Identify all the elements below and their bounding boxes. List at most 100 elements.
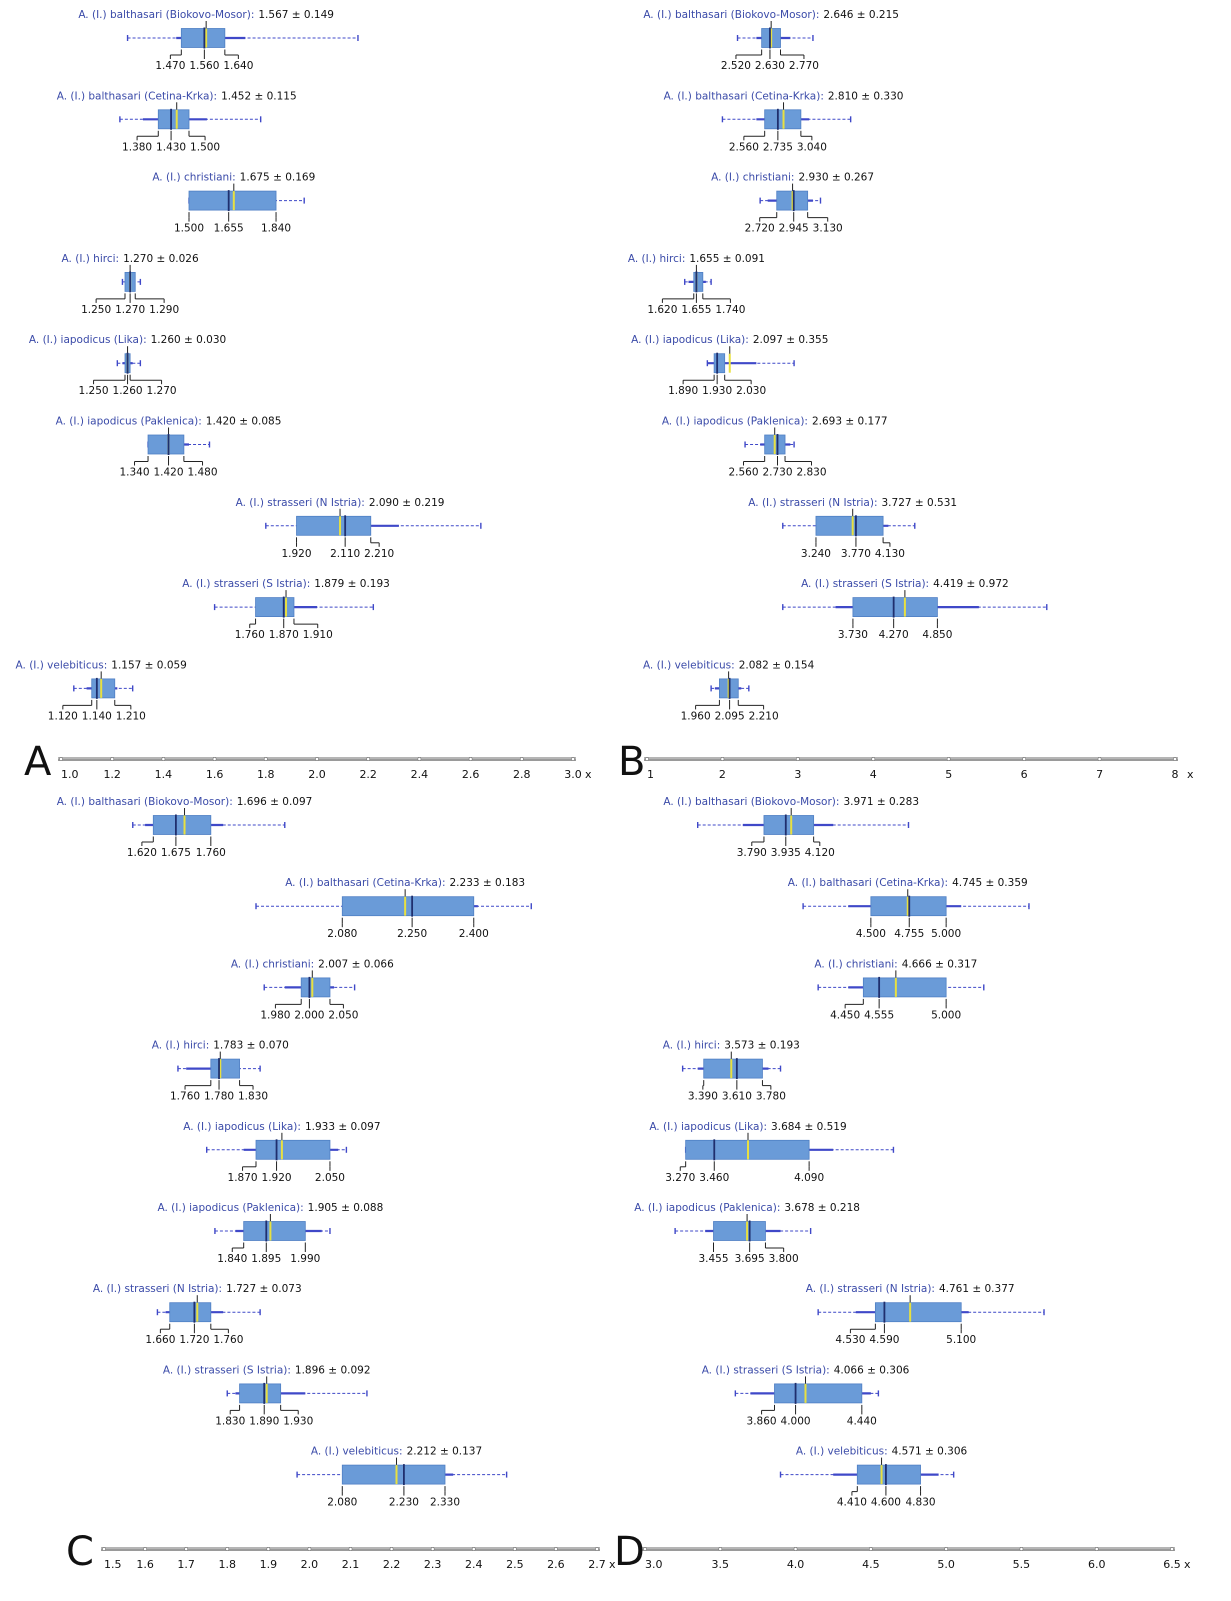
quartile-value: 1.120 [48, 710, 78, 722]
quartile-value: 3.390 [688, 1091, 718, 1103]
series-stat: 3.684 ± 0.519 [771, 1121, 847, 1133]
series-label: A. (I.) hirci: 1.783 ± 0.070 [152, 1040, 289, 1052]
iqr-box [341, 1464, 446, 1485]
tick-mark [795, 757, 800, 761]
panel-letter: C [66, 1529, 94, 1575]
quartile-value: 1.620 [647, 304, 677, 316]
quartile-label: 1.620 [127, 836, 157, 859]
series-stat: 2.082 ± 0.154 [739, 659, 815, 671]
tick-label: 1.7 [177, 1558, 195, 1571]
quartile-label: 4.450 [830, 998, 864, 1021]
iqr-box [703, 1058, 763, 1079]
series-stat: 2.090 ± 0.219 [369, 497, 445, 509]
tick-label: 5.0 [937, 1558, 955, 1571]
tick-mark [389, 1547, 394, 1551]
series-row: A. (I.) iapodicus (Paklenica): 2.693 ± 0.… [662, 416, 888, 479]
series-label: A. (I.) iapodicus (Paklenica): 2.693 ± 0.… [662, 416, 888, 428]
tick-label: 1.5 [104, 1558, 122, 1571]
quartile-label: 1.470 [155, 49, 185, 72]
quartile-label: 1.675 [161, 836, 191, 859]
series-name: A. (I.) velebiticus: [796, 1446, 888, 1458]
quartile-label: 1.870 [228, 1161, 258, 1184]
quartile-label: 3.240 [801, 537, 831, 560]
quartile-label: 3.790 [737, 836, 767, 859]
axis-label: x [609, 1558, 616, 1571]
quartile-label: 4.600 [871, 1486, 901, 1509]
quartile-value: 2.720 [745, 223, 775, 235]
series-name: A. (I.) balthasari (Biokovo-Mosor): [663, 796, 839, 808]
quartile-label: 2.210 [364, 537, 394, 560]
quartile-value: 1.840 [261, 223, 291, 235]
quartile-value: 5.100 [946, 1334, 976, 1346]
quartile-value: 1.990 [290, 1253, 320, 1265]
tick-label: 6 [1021, 768, 1028, 781]
series-label: A. (I.) iapodicus (Lika): 1.260 ± 0.030 [29, 334, 226, 346]
series-name: A. (I.) hirci: [663, 1040, 721, 1052]
quartile-label: 1.560 [189, 49, 219, 72]
series-row: A. (I.) iapodicus (Paklenica): 1.420 ± 0.… [56, 416, 282, 479]
iqr-box [693, 271, 704, 292]
iqr-box [341, 896, 475, 917]
quartile-value: 2.210 [364, 548, 394, 560]
quartile-label: 2.520 [721, 49, 763, 72]
tick-mark [1022, 757, 1027, 761]
tick-mark [212, 757, 217, 761]
iqr-box [239, 1383, 282, 1404]
series-label: A. (I.) strasseri (N Istria): 4.761 ± 0.3… [806, 1283, 1015, 1295]
series-stat: 1.696 ± 0.097 [237, 796, 313, 808]
quartile-label: 2.560 [728, 456, 766, 479]
series-stat: 1.727 ± 0.073 [226, 1283, 302, 1295]
quartile-label: 3.860 [747, 1404, 777, 1427]
quartile-value: 2.330 [430, 1497, 460, 1509]
series-stat: 2.693 ± 0.177 [812, 416, 888, 428]
quartile-value: 3.610 [722, 1091, 752, 1103]
series-name: A. (I.) hirci: [628, 253, 686, 265]
series-stat: 2.810 ± 0.330 [828, 90, 904, 102]
quartile-label: 2.945 [779, 212, 809, 235]
tick-mark [263, 757, 268, 761]
quartile-value: 5.000 [931, 928, 961, 940]
quartile-label: 1.740 [702, 293, 745, 316]
series-name: A. (I.) iapodicus (Lika): [183, 1121, 301, 1133]
series-row: A. (I.) strasseri (N Istria): 4.761 ± 0.3… [806, 1283, 1045, 1346]
iqr-box [180, 28, 226, 48]
tick-mark [645, 757, 649, 761]
series-row: A. (I.) velebiticus: 1.157 ± 0.059 1.120 1.… [16, 659, 187, 722]
quartile-value: 1.500 [190, 141, 220, 153]
quartile-value: 1.640 [223, 60, 253, 72]
series-stat: 3.573 ± 0.193 [724, 1040, 800, 1052]
tick-mark [571, 757, 575, 761]
series-label: A. (I.) iapodicus (Paklenica): 1.420 ± 0.… [56, 416, 282, 428]
tick-label: 2.6 [462, 768, 480, 781]
series-row: A. (I.) balthasari (Cetina-Krka): 1.452 ±… [57, 90, 297, 153]
series-stat: 4.666 ± 0.317 [902, 958, 978, 970]
quartile-value: 1.720 [179, 1334, 209, 1346]
series-name: A. (I.) balthasari (Cetina-Krka): [664, 90, 824, 102]
iqr-box [188, 190, 277, 211]
tick-mark [944, 1547, 949, 1551]
tick-label: 3.0 [564, 768, 582, 781]
quartile-value: 3.460 [699, 1172, 729, 1184]
quartile-value: 4.130 [875, 548, 905, 560]
tick-mark [1019, 1547, 1024, 1551]
quartile-label: 1.840 [261, 212, 291, 235]
quartile-value: 1.980 [260, 1009, 290, 1021]
axis-label: x [1184, 1558, 1191, 1571]
quartile-label: 4.410 [837, 1486, 867, 1509]
tick-mark [225, 1547, 230, 1551]
quartile-value: 1.870 [269, 629, 299, 641]
tick-label: 1.6 [206, 768, 224, 781]
quartile-value: 1.260 [113, 385, 143, 397]
quartile-value: 3.790 [737, 847, 767, 859]
tick-mark [468, 757, 473, 761]
series-label: A. (I.) strasseri (N Istria): 2.090 ± 0.2… [236, 497, 445, 509]
tick-mark [102, 1547, 106, 1551]
quartile-value: 1.760 [213, 1334, 243, 1346]
quartile-label: 3.270 [665, 1161, 695, 1184]
quartile-label: 4.270 [879, 618, 909, 641]
iqr-box [713, 1221, 766, 1241]
quartile-value: 1.420 [153, 467, 183, 479]
tick-mark [793, 1547, 798, 1551]
series-name: A. (I.) strasseri (S Istria): [801, 578, 929, 590]
tick-mark [1173, 757, 1177, 761]
